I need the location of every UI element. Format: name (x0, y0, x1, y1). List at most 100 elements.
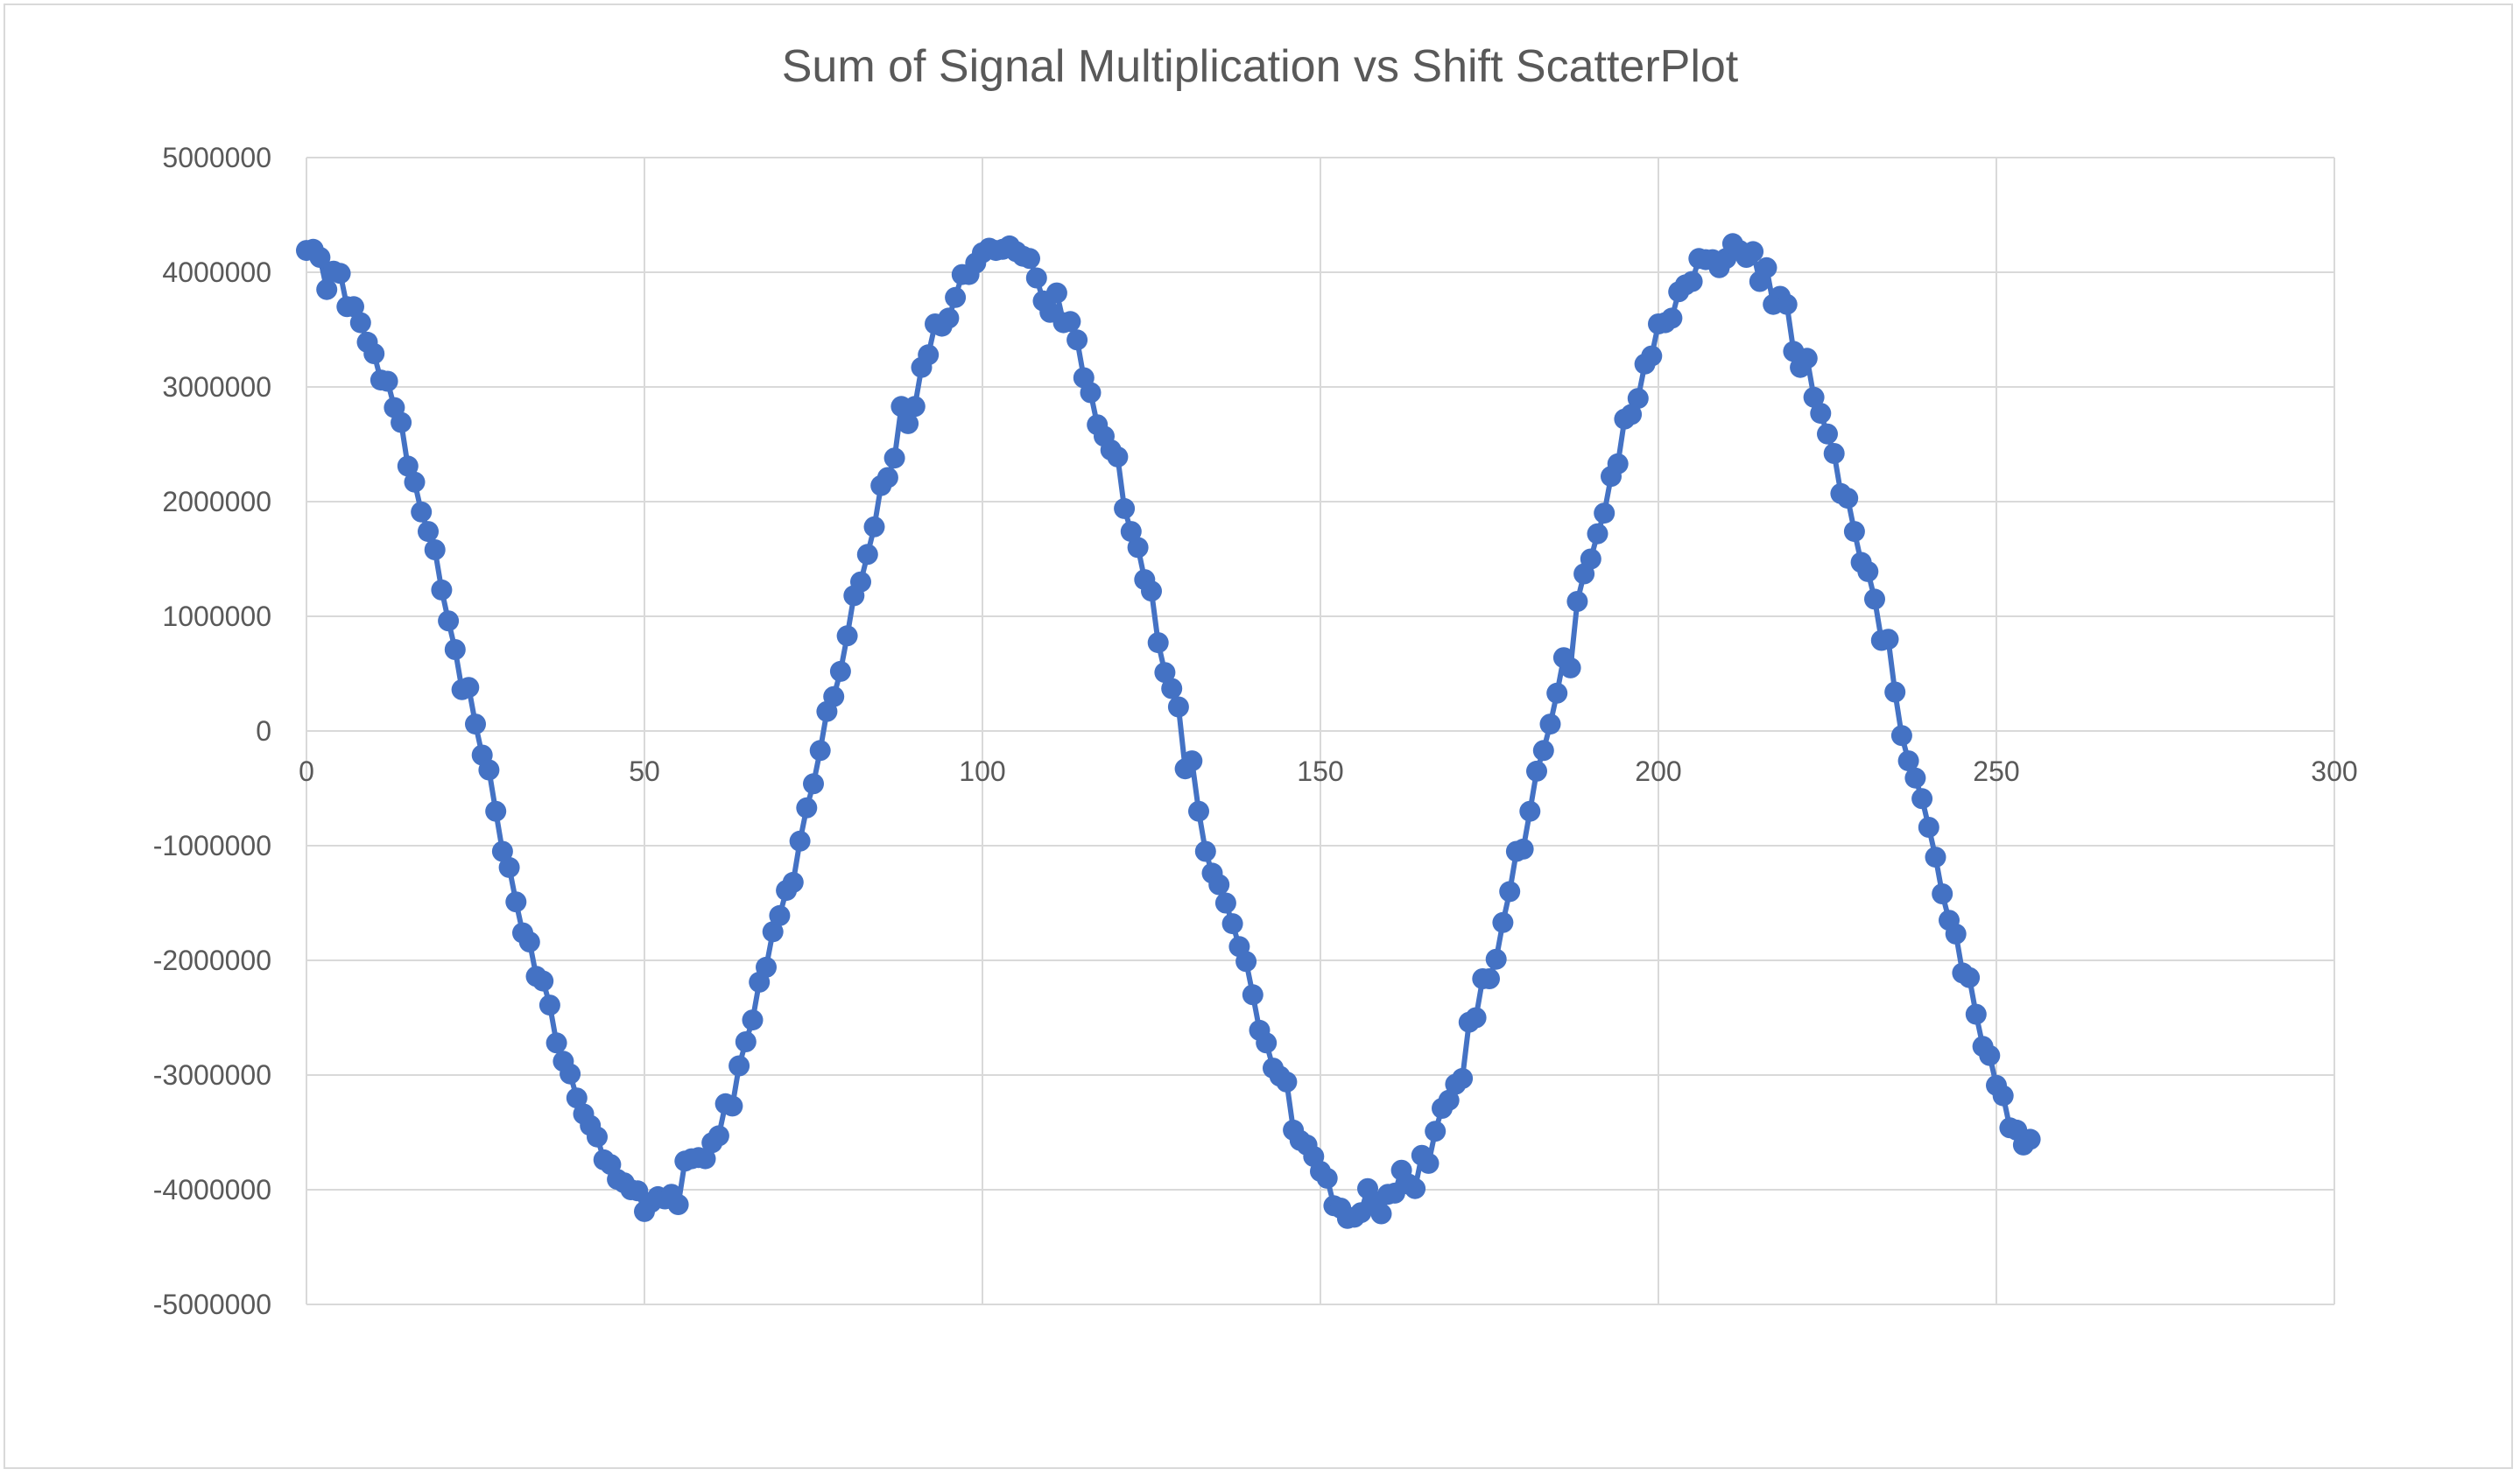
data-point (883, 447, 905, 469)
data-point (1025, 267, 1047, 289)
x-tick-label: 150 (1297, 756, 1343, 787)
data-point (945, 286, 967, 308)
data-point (1932, 883, 1953, 904)
data-point (1316, 1167, 1338, 1189)
data-point (1114, 497, 1136, 519)
data-point (809, 740, 831, 762)
data-point (1681, 271, 1703, 292)
y-tick-label: 4000000 (162, 257, 271, 288)
data-point (329, 263, 351, 285)
data-point (1803, 386, 1825, 408)
x-tick-label: 300 (2311, 756, 2357, 787)
data-point (856, 544, 878, 566)
data-point (1566, 591, 1588, 612)
data-point (1208, 874, 1230, 896)
data-point (1594, 503, 1615, 524)
data-point (1127, 537, 1149, 559)
data-point (1404, 1177, 1426, 1199)
data-point (349, 312, 371, 334)
data-point (829, 660, 851, 682)
data-point (1141, 580, 1162, 602)
data-point (1532, 740, 1554, 762)
data-point (518, 931, 540, 952)
series-layer (296, 233, 2041, 1229)
data-point (343, 296, 364, 318)
data-point (546, 1032, 567, 1054)
data-point (505, 891, 527, 913)
data-point (532, 970, 554, 992)
data-point (1519, 800, 1541, 822)
data-point (742, 1009, 764, 1031)
data-point (756, 956, 777, 978)
data-point (918, 344, 940, 366)
data-point (1161, 678, 1183, 699)
data-point (1425, 1121, 1447, 1142)
data-point (1559, 657, 1581, 678)
data-point (1019, 248, 1040, 270)
data-point (1242, 984, 1264, 1006)
data-point (1214, 892, 1236, 914)
data-point (863, 516, 885, 538)
data-point (1221, 913, 1243, 935)
data-point (1843, 521, 1865, 543)
data-point (1256, 1032, 1278, 1054)
data-point (850, 571, 871, 593)
data-point (1925, 847, 1946, 868)
data-point (1796, 348, 1818, 369)
data-point (418, 521, 439, 543)
data-point (1045, 282, 1067, 304)
data-point (1904, 767, 1926, 789)
data-point (1621, 404, 1643, 425)
y-tick-label: 2000000 (162, 486, 271, 517)
data-point (762, 921, 784, 943)
data-point (1418, 1152, 1439, 1174)
x-tick-label: 0 (299, 756, 314, 787)
data-point (397, 455, 419, 477)
data-point (1485, 948, 1507, 970)
data-point (1370, 1203, 1392, 1225)
data-point (1465, 1007, 1487, 1029)
data-point (309, 247, 331, 268)
data-point (1918, 817, 1939, 838)
data-point (404, 471, 426, 493)
data-point (735, 1031, 757, 1052)
data-point (1188, 800, 1209, 822)
data-point (478, 759, 500, 781)
data-point (1580, 548, 1601, 570)
y-tick-label: -1000000 (153, 830, 271, 861)
data-point (1627, 388, 1649, 410)
y-tick-label: -2000000 (153, 945, 271, 976)
data-point (1817, 423, 1838, 445)
data-point (1066, 329, 1088, 351)
x-tick-label: 100 (959, 756, 1005, 787)
data-point (722, 1095, 743, 1117)
data-point (1059, 311, 1081, 333)
y-tick-label: -4000000 (153, 1174, 271, 1205)
data-point (1080, 382, 1102, 404)
chart-frame: Sum of Signal Multiplication vs Shift Sc… (4, 4, 2513, 1469)
data-point (1120, 521, 1142, 543)
data-point (491, 840, 513, 862)
data-point (1965, 1003, 1987, 1025)
y-tick-label: 0 (256, 715, 271, 747)
data-point (1890, 725, 1912, 747)
data-point (498, 856, 520, 878)
data-point (1154, 662, 1176, 684)
data-point (769, 904, 791, 926)
data-point (1823, 443, 1845, 464)
data-point (823, 685, 845, 707)
data-point (1167, 696, 1189, 718)
data-point (1979, 1044, 2001, 1066)
data-point (1945, 923, 1967, 945)
data-point (1897, 750, 1919, 772)
chart-title: Sum of Signal Multiplication vs Shift Sc… (781, 41, 1739, 92)
data-point (1452, 1067, 1474, 1089)
data-point (1776, 293, 1798, 315)
data-point (938, 307, 960, 329)
data-point (876, 467, 898, 488)
data-point (1756, 257, 1777, 278)
data-point (1810, 403, 1832, 425)
data-point (1147, 632, 1169, 654)
x-tick-label: 50 (629, 756, 660, 787)
